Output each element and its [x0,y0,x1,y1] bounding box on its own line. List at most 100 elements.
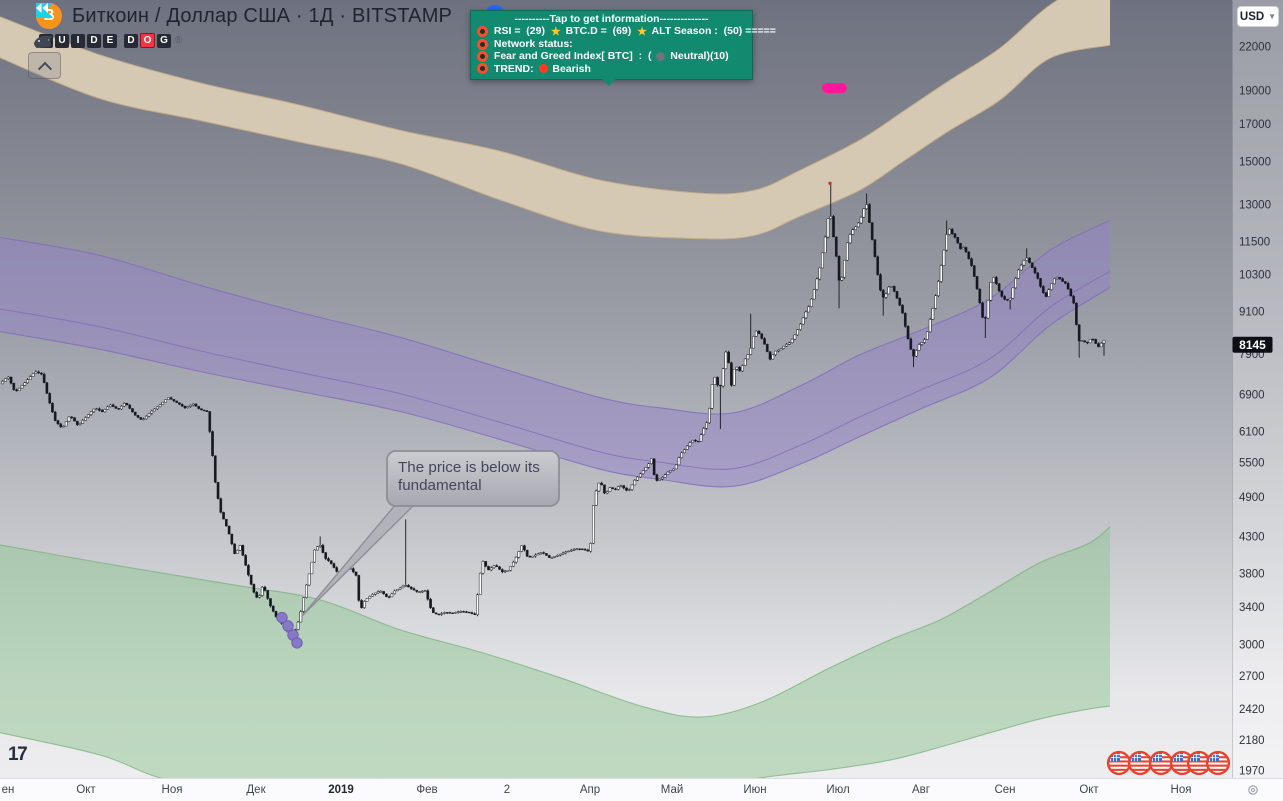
logo-letter-tile: I [71,33,85,48]
logo-letter-tiles: GUIDEDOG [39,33,171,48]
time-tick-label: 2 [504,784,510,796]
price-tick-label: 6900 [1239,390,1265,402]
info-line: Fear and Greed Index[ BTC] : ( Neutral)(… [477,50,746,62]
ring-icon [477,26,488,38]
price-tick-label: 19000 [1239,86,1271,98]
callout-box[interactable] [386,450,560,507]
below-fundamental-dot [282,620,294,632]
time-tick-label: Ноя [1171,784,1192,796]
callout-text-line2: fundamental [398,477,482,494]
time-axis[interactable] [0,778,1283,801]
shark-icon [34,35,53,48]
price-tick-label: 13000 [1239,199,1271,211]
time-tick-label: Окт [1079,784,1099,796]
peak-dot [828,181,832,186]
time-tick-label: Июл [826,784,849,796]
time-tick-label: Июн [743,784,766,796]
currency-selector[interactable]: USD ▼ [1237,6,1279,27]
time-tick-label: Дек [246,784,266,796]
logo-letter-tile: D [124,33,138,48]
star-icon: ★ [637,25,647,38]
info-panel-lines: ----------Tap to get information--------… [477,13,776,75]
registered-mark: ® [175,35,183,46]
last-price-label [1232,336,1273,353]
usa-flag-icon[interactable] [1148,750,1174,776]
price-tick-label: 4900 [1239,492,1265,504]
price-tick-label: 17000 [1239,119,1271,131]
time-tick-label: 2019 [328,784,354,796]
info-line: ----------Tap to get information--------… [477,13,746,25]
price-tick-label: 15000 [1239,157,1271,169]
price-tick-label: 11500 [1239,236,1270,248]
below-fundamental-dot [291,637,303,649]
info-text: ----------Tap to get information--------… [514,13,709,25]
info-text: RSI = (29) [491,25,551,38]
info-line: Network status: [477,38,746,50]
logo-letter-tile: O [140,33,155,48]
price-tick-label: 9100 [1239,306,1265,318]
pink-marker[interactable] [822,83,847,94]
price-tick-label: 2180 [1239,735,1265,747]
time-tick-label: ен [2,784,15,796]
logo-letter-tile: U [55,33,69,48]
currency-label: USD [1239,10,1265,23]
time-tick-label: Окт [76,784,96,796]
flag-icons [1106,750,1231,776]
price-tick-label: 3800 [1239,568,1265,580]
info-line: TREND: Bearish [477,63,746,75]
usa-flag-icon[interactable] [1127,750,1153,776]
usa-flag-icon[interactable] [1186,750,1212,776]
info-panel[interactable]: ----------Tap to get information--------… [470,10,776,87]
price-axis[interactable] [1232,0,1283,778]
symbol-header: B Биткоин / Доллар США · 1Д · BITSTAMP [36,3,507,29]
price-tick-label: 3400 [1239,602,1265,614]
ring-icon [477,50,488,62]
price-tick-label: 6100 [1239,426,1265,438]
price-tick-label: 5500 [1239,458,1265,470]
time-tick-label: Ноя [162,784,183,796]
logo-letter-tile: D [87,33,101,48]
collapse-panel-button[interactable] [28,52,61,79]
ring-icon [477,38,488,50]
ring-icon [477,63,488,75]
logo-letter-tile: E [103,33,117,48]
usa-flag-icon[interactable] [1205,750,1231,776]
guidedog-logo: GUIDEDOG ® [33,33,182,48]
info-text: Bearish [549,62,591,75]
info-text: BTC.D = (69) [562,25,638,38]
axis-settings-gear-icon[interactable] [1248,785,1258,795]
usa-flag-icon[interactable] [1106,750,1132,776]
info-text: ALT Season : (50) ===== [648,25,776,38]
price-tick-label: 22000 [1239,42,1271,54]
time-tick-label: Фев [416,784,437,796]
time-tick-label: Сен [994,784,1015,796]
fundamental-bands [0,0,1110,778]
info-text: TREND: [491,62,537,75]
price-tick-label: 4300 [1239,531,1265,543]
info-text: Neutral)(10) [667,50,729,63]
candlestick-series [1,183,1106,636]
info-line: RSI = (29) ★ BTC.D = (69) ★ ALT Season :… [477,25,776,38]
callout-text-line1: The price is below its [398,459,540,476]
price-tick-label: 2420 [1239,704,1265,716]
below-fundamental-dot [276,611,288,624]
time-tick-label: Апр [580,784,600,796]
usa-flag-icon[interactable] [1169,750,1195,776]
status-dot-icon [538,64,548,74]
price-tick-label: 1970 [1239,766,1265,778]
logo-letter-tile: G [157,33,171,48]
chevron-up-icon [37,61,52,76]
symbol-title[interactable]: Биткоин / Доллар США · 1Д · BITSTAMP [72,4,453,27]
chevron-down-icon: ▼ [1268,12,1277,21]
time-tick-label: Май [661,784,684,796]
status-dot-icon [656,51,666,61]
last-price-value: 8145 [1239,338,1266,352]
price-tick-label: 10300 [1239,269,1271,281]
tradingview-logo[interactable]: 17 [8,744,29,765]
price-tick-label: 3000 [1239,639,1265,651]
price-tick-label: 2700 [1239,671,1265,683]
